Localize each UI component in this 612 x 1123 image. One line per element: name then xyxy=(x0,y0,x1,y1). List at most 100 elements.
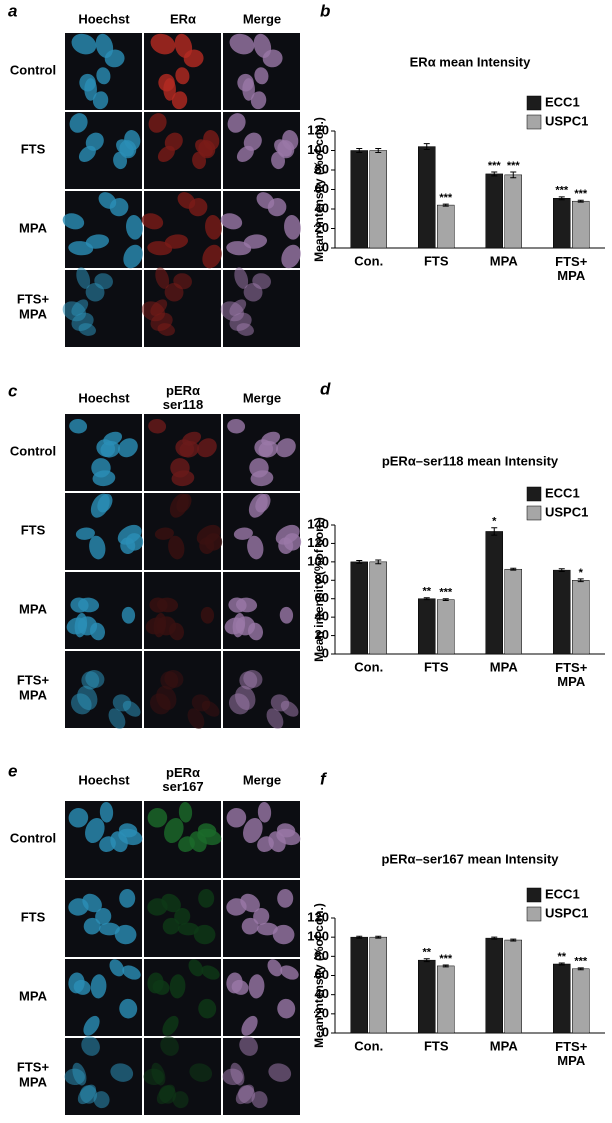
error-bar xyxy=(356,935,363,939)
nucleus xyxy=(85,234,110,249)
column-header: ERα xyxy=(170,11,196,26)
nucleus xyxy=(201,965,220,980)
nucleus xyxy=(262,49,283,68)
nucleus xyxy=(64,1068,86,1086)
nucleus xyxy=(191,694,211,712)
nucleus xyxy=(270,694,290,712)
bar xyxy=(369,561,387,655)
error-bar xyxy=(491,936,498,940)
panel-letter: d xyxy=(320,379,331,398)
error-bar xyxy=(558,196,565,201)
legend-label: ECC1 xyxy=(545,485,580,500)
nucleus xyxy=(92,470,116,487)
nucleus xyxy=(232,612,246,638)
nucleus xyxy=(148,419,167,434)
error-bar xyxy=(423,597,430,601)
nucleus xyxy=(74,612,88,638)
nucleus xyxy=(175,439,195,457)
nucleus xyxy=(234,267,249,289)
y-axis-label: Mean intensity (%of con.) xyxy=(312,903,326,1048)
nucleus xyxy=(85,283,105,302)
nucleus xyxy=(284,214,301,240)
nucleus xyxy=(149,597,168,613)
nucleus xyxy=(164,669,184,688)
nucleus xyxy=(254,439,274,457)
nucleus xyxy=(162,1015,179,1036)
y-tick-label: 120 xyxy=(307,535,329,550)
nucleus xyxy=(236,323,254,336)
legend-label: ECC1 xyxy=(545,886,580,901)
nucleus xyxy=(220,213,243,230)
nucleus xyxy=(90,622,106,641)
nucleus xyxy=(280,965,299,980)
y-tick-label: 40 xyxy=(315,609,329,624)
nucleus xyxy=(150,299,168,316)
nucleus xyxy=(153,612,167,638)
row-label: FTS+ MPA xyxy=(17,673,50,703)
nucleus xyxy=(112,694,132,712)
nucleus xyxy=(187,708,205,729)
error-bar xyxy=(510,171,517,179)
nucleus xyxy=(229,299,247,316)
panel-letter: e xyxy=(8,761,17,780)
nucleus xyxy=(226,241,252,256)
significance-label: * xyxy=(492,516,497,528)
panel-letter: f xyxy=(320,769,328,788)
nucleus xyxy=(68,241,94,256)
nucleus xyxy=(160,1036,179,1056)
y-tick-label: 60 xyxy=(315,590,329,605)
nucleus xyxy=(118,823,138,838)
nucleus xyxy=(71,299,89,316)
error-bar xyxy=(558,568,565,573)
nucleus xyxy=(157,323,175,336)
row-label: FTS+ MPA xyxy=(17,292,50,322)
nucleus xyxy=(276,823,296,838)
nucleus xyxy=(96,67,111,85)
micrograph xyxy=(65,651,142,728)
significance-label: * xyxy=(579,567,584,579)
nucleus xyxy=(118,438,138,458)
x-tick-label: FTS+ MPA xyxy=(555,660,588,689)
nucleus xyxy=(268,1063,292,1082)
nucleus xyxy=(109,959,125,977)
nucleus xyxy=(198,998,217,1019)
nucleus xyxy=(243,234,268,249)
nucleus xyxy=(177,192,196,209)
panel-letter: b xyxy=(320,1,330,20)
nucleus xyxy=(279,606,294,624)
nucleus xyxy=(250,91,267,110)
nucleus xyxy=(93,1091,110,1109)
row-label: Control xyxy=(10,443,56,458)
nucleus xyxy=(243,283,263,302)
nucleus xyxy=(77,1084,97,1105)
bar xyxy=(418,146,436,249)
bar xyxy=(485,531,503,655)
error-bar xyxy=(423,143,430,151)
nucleus xyxy=(123,244,143,269)
nucleus xyxy=(228,693,250,715)
nucleus xyxy=(96,439,116,457)
nucleus xyxy=(81,1036,100,1056)
significance-label: *** xyxy=(488,160,502,172)
nucleus xyxy=(119,888,136,908)
error-bar xyxy=(356,148,363,153)
panel-letter: a xyxy=(8,1,17,20)
bar xyxy=(437,965,455,1034)
nucleus xyxy=(237,73,254,92)
y-axis-label: Mean intensity (%of con.) xyxy=(312,117,326,262)
column-header: Merge xyxy=(243,772,281,787)
micrograph xyxy=(223,651,300,728)
nucleus xyxy=(267,959,283,977)
nucleus xyxy=(62,213,85,230)
nucleus xyxy=(149,693,171,715)
bar xyxy=(572,200,590,249)
nucleus xyxy=(243,818,263,843)
nucleus xyxy=(178,801,193,823)
nucleus xyxy=(277,998,296,1019)
nucleus xyxy=(188,959,204,977)
nucleus xyxy=(281,244,301,269)
nucleus xyxy=(192,151,206,170)
bar xyxy=(437,204,455,249)
y-tick-label: 120 xyxy=(307,122,329,137)
